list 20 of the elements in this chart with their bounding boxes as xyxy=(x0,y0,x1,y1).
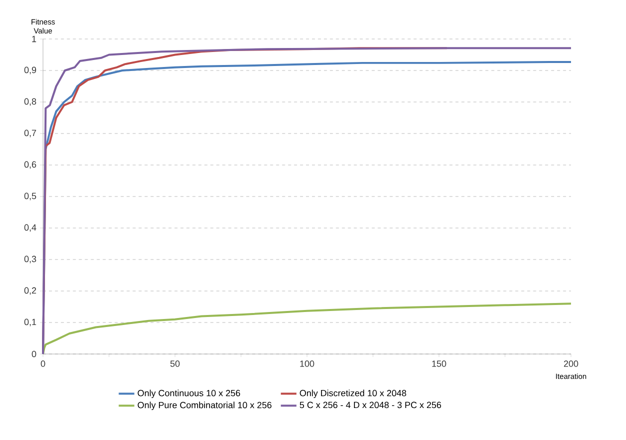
legend-label: 5 C x 256 - 4 D x 2048 - 3 PC x 256 xyxy=(300,402,442,408)
legend-label: Only Pure Combinatorial 10 x 256 xyxy=(138,402,272,410)
y-tick-label: 0,2 xyxy=(24,287,36,295)
x-tick-label: 100 xyxy=(300,360,314,367)
y-tick-label: 1 xyxy=(32,36,36,42)
y-tick-label: 0,4 xyxy=(24,224,36,232)
x-tick-label: 50 xyxy=(170,360,180,367)
x-tick-label: 200 xyxy=(564,360,578,367)
y-tick-label: 0,3 xyxy=(24,256,36,264)
y-tick-label: 0 xyxy=(32,350,36,358)
y-tick-label: 0,1 xyxy=(24,318,36,326)
x-tick-label: 0 xyxy=(40,360,46,367)
legend-label: Only Continuous 10 x 256 xyxy=(138,390,240,398)
y-tick-label: 0,6 xyxy=(24,161,36,169)
legend-label: Only Discretized 10 x 2048 xyxy=(300,390,406,398)
y-tick-label: 0,9 xyxy=(24,66,36,74)
x-tick-label: 150 xyxy=(432,360,446,367)
y-tick-label: 0,7 xyxy=(24,130,36,138)
y-tick-label: 0,5 xyxy=(24,192,36,200)
y-tick-label: 0,8 xyxy=(24,98,36,106)
